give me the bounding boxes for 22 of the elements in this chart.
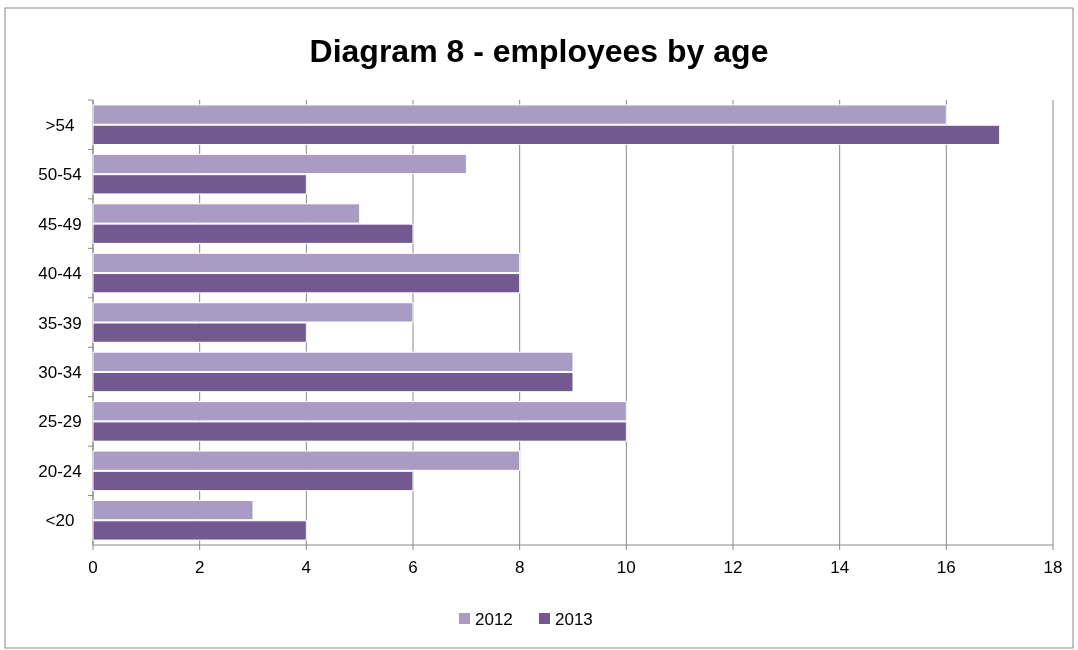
x-tick-label: 8	[514, 558, 525, 577]
y-tick-label: 25-29	[38, 412, 82, 432]
legend-label: 2013	[555, 610, 593, 629]
y-tick-label: 40-44	[38, 264, 82, 284]
x-tick-label: 16	[936, 558, 956, 577]
x-tick-label: 18	[1043, 558, 1063, 577]
x-tick-label: 14	[830, 558, 850, 577]
x-tick-label: 12	[723, 558, 743, 577]
y-tick-label: 35-39	[38, 313, 82, 333]
y-tick-label: <20	[45, 511, 75, 531]
chart-title: Diagram 8 - employees by age	[309, 33, 769, 69]
legend-label: 2012	[475, 610, 513, 629]
x-tick-label: 4	[301, 558, 312, 577]
y-tick-label: 20-24	[38, 461, 82, 481]
x-tick-label: 10	[616, 558, 636, 577]
y-tick-label: >54	[45, 115, 75, 135]
y-tick-label: 30-34	[38, 362, 82, 382]
x-tick-label: 6	[408, 558, 418, 577]
y-tick-label: 45-49	[38, 214, 82, 234]
x-tick-label: 2	[194, 558, 205, 577]
y-tick-label: 50-54	[38, 165, 82, 185]
x-tick-label: 0	[88, 558, 98, 577]
